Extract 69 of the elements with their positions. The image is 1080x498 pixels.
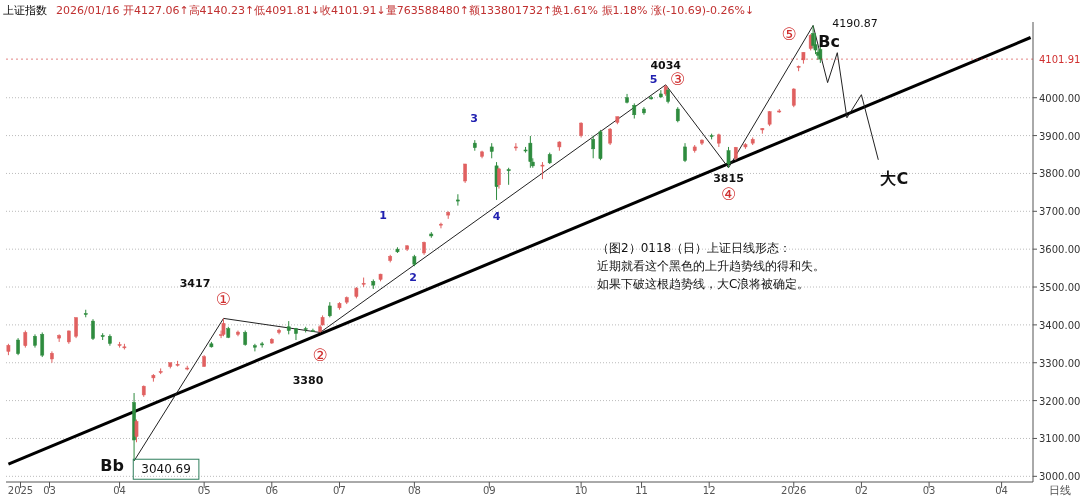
candlestick xyxy=(260,341,264,349)
candlestick xyxy=(497,167,501,190)
candlestick xyxy=(439,222,443,229)
candlestick xyxy=(591,135,596,159)
annotation: ⑤ xyxy=(781,23,797,44)
y-tick-label: 3200.00 xyxy=(1039,395,1080,407)
x-tick-label: 04 xyxy=(113,485,126,496)
annotation: 3815 xyxy=(713,171,744,185)
chart-title: 上证指数 xyxy=(3,4,47,17)
annotation: 2 xyxy=(409,271,417,284)
text: 日线 xyxy=(1049,484,1071,497)
x-tick-label: 11 xyxy=(635,485,648,496)
x-tick-label: 02 xyxy=(855,485,868,496)
annotation: ② xyxy=(312,344,328,365)
x-tick-label: 03 xyxy=(43,485,56,496)
x-tick-label: 2026 xyxy=(781,485,807,496)
candlestick xyxy=(683,142,687,163)
candlestick xyxy=(40,331,45,358)
y-tick-label: 3900.00 xyxy=(1039,130,1080,142)
candlestick xyxy=(91,318,95,341)
y-tick-label: 3300.00 xyxy=(1039,357,1080,369)
y-tick-label: 4000.00 xyxy=(1039,92,1080,104)
y-tick-label: 3000.00 xyxy=(1039,471,1080,483)
x-tick-label: 08 xyxy=(408,485,421,496)
candlestick xyxy=(791,87,796,108)
y-tick-label: 3800.00 xyxy=(1039,168,1080,180)
candlestick xyxy=(463,163,467,184)
annotation: 3 xyxy=(470,112,478,125)
annotation: （图2）0118（日）上证日线形态： xyxy=(597,241,792,255)
candlestick xyxy=(253,343,257,352)
x-tick-label: 10 xyxy=(574,485,588,496)
x-tick-label: 2025 xyxy=(7,485,34,496)
x-tick-label: 06 xyxy=(265,485,279,496)
y-tick-label: 3600.00 xyxy=(1039,244,1080,256)
annotation: ① xyxy=(215,288,232,309)
ref-line-label: 4101.91 xyxy=(1039,54,1080,66)
candlestick xyxy=(74,316,78,339)
y-tick-label: 3500.00 xyxy=(1039,282,1080,294)
annotation: 3040.69 xyxy=(141,462,191,477)
annotation: 大C xyxy=(880,168,909,188)
annotation: Bc xyxy=(818,32,840,52)
candlestick xyxy=(514,142,518,152)
annotation: 如果下破这根趋势线，大C浪将被确定。 xyxy=(597,277,810,291)
annotation: 5 xyxy=(649,72,658,86)
annotation: 3380 xyxy=(292,374,324,387)
annotation: 4190.87 xyxy=(832,17,878,31)
annotation: Bb xyxy=(100,455,124,475)
y-tick-label: 3400.00 xyxy=(1039,319,1080,331)
x-tick-label: 12 xyxy=(702,485,716,496)
x-tick-label: 05 xyxy=(197,485,211,496)
x-tick-label: 04 xyxy=(995,485,1008,496)
line-series xyxy=(133,25,879,462)
candlestick xyxy=(294,327,298,341)
y-tick-label: 3100.00 xyxy=(1039,433,1080,445)
annotation: 近期就看这个黑色的上升趋势线的得和失。 xyxy=(597,259,825,273)
candlestick xyxy=(134,419,139,443)
x-tick-label: 03 xyxy=(922,485,936,496)
candlestick xyxy=(456,193,460,207)
annotation: 4 xyxy=(492,209,501,223)
annotation: 1 xyxy=(379,209,387,222)
x-tick-label: 07 xyxy=(333,485,346,496)
x-tick-label: 09 xyxy=(482,485,496,496)
chart-subtitle: 2026/01/16 开4127.06↑高4140.23↑低4091.81↓收4101.91↓量763588480↑额133801732↑换1.61% 振1.18% 涨(-10.69)-0.26%↓ xyxy=(56,4,755,17)
candlestick xyxy=(494,161,499,201)
candlestick xyxy=(726,146,731,169)
annotation: ④ xyxy=(720,183,737,204)
annotation: 3417 xyxy=(179,277,211,290)
y-tick-label: 3700.00 xyxy=(1039,206,1080,218)
candlestick xyxy=(50,350,54,364)
